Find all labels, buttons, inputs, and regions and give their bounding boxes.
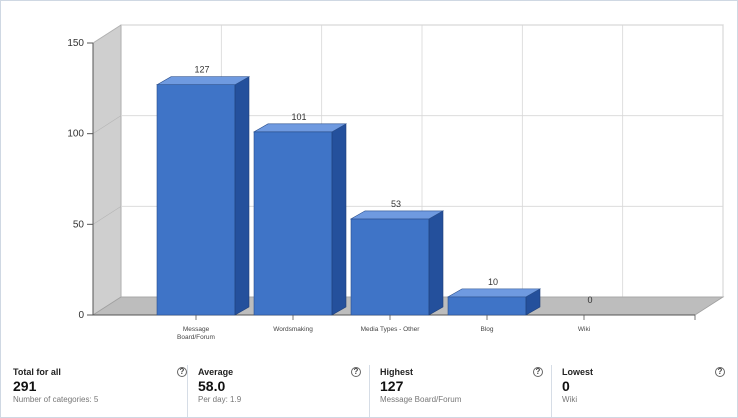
stat-average-value: 58.0	[198, 378, 226, 394]
x-tick-label: Blog	[480, 326, 493, 333]
stat-highest-label: Highest	[380, 367, 414, 377]
stat-average: Average 58.0 Per day: 1.9 ?	[187, 365, 369, 417]
y-tick-label: 100	[67, 129, 84, 140]
stat-lowest-label: Lowest	[562, 367, 594, 377]
plot-side-wall	[92, 24, 122, 316]
y-tick-label: 0	[78, 310, 84, 321]
x-tick-label: Wiki	[578, 326, 590, 333]
bar	[253, 131, 333, 316]
stat-total-label: Total for all	[13, 367, 61, 377]
bar-side	[234, 76, 250, 316]
bar-side	[331, 123, 347, 316]
bar	[350, 218, 430, 316]
summary-stats: Total for all 291 Number of categories: …	[5, 365, 735, 417]
x-tick-label: Media Types - Other	[361, 326, 421, 333]
data-label: 127	[194, 65, 209, 75]
stat-highest: Highest 127 Message Board/Forum ?	[369, 365, 551, 417]
stat-total: Total for all 291 Number of categories: …	[5, 365, 187, 417]
bar	[447, 296, 527, 316]
bar-top	[349, 210, 445, 220]
gridline	[92, 206, 122, 225]
stat-lowest-sub: Wiki	[562, 395, 578, 404]
bar	[156, 84, 236, 316]
bar-chart: 0 50 100 150 127 Message Board/Forum 101 Wordsma…	[5, 5, 733, 357]
data-label: 53	[391, 199, 401, 209]
bar-top	[252, 123, 348, 133]
x-tick-label: Wordsmaking	[273, 326, 313, 333]
stat-lowest: Lowest 0 Wiki ?	[551, 365, 733, 417]
stat-highest-sub: Message Board/Forum	[380, 395, 462, 404]
info-icon[interactable]: ?	[351, 367, 361, 377]
bar-top	[155, 76, 251, 86]
gridline	[92, 24, 122, 44]
data-label: 0	[587, 295, 592, 305]
info-icon[interactable]: ?	[533, 367, 543, 377]
stat-lowest-value: 0	[562, 378, 570, 394]
stat-average-label: Average	[198, 367, 234, 377]
gridline	[92, 115, 122, 134]
bar-top	[446, 288, 542, 298]
stat-highest-value: 127	[380, 378, 404, 394]
bar-side	[428, 210, 444, 316]
y-tick-label: 150	[67, 38, 84, 49]
stat-average-sub: Per day: 1.9	[198, 395, 242, 404]
info-icon[interactable]: ?	[177, 367, 187, 377]
x-tick-label: Message Board/Forum	[177, 326, 215, 341]
stat-total-value: 291	[13, 378, 37, 394]
data-label: 10	[488, 277, 498, 287]
stat-total-sub: Number of categories: 5	[13, 395, 99, 404]
info-icon[interactable]: ?	[715, 367, 725, 377]
data-label: 101	[291, 112, 306, 122]
y-tick-label: 50	[73, 219, 85, 230]
